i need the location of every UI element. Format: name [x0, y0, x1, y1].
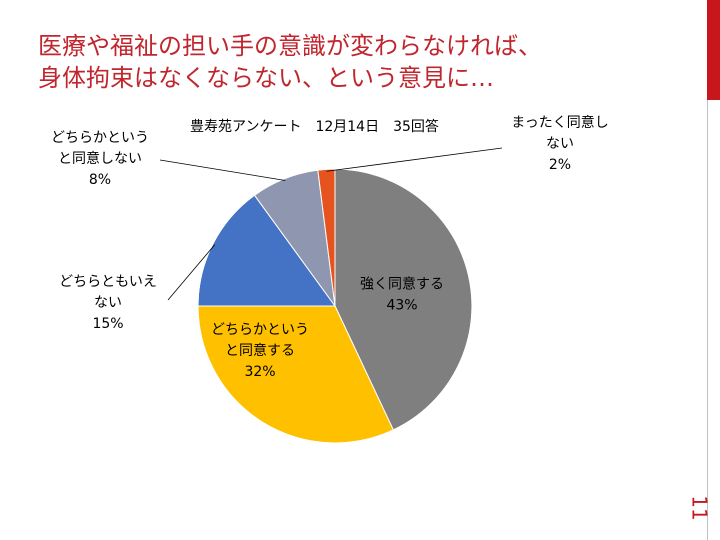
slice-label: どちらかというと同意しない 8%	[51, 130, 149, 188]
leader-line	[167, 244, 216, 301]
slice-labels: 強く同意する 43% どちらかというと同意する 32% どちらともいえない 15% どちらか…	[51, 114, 609, 380]
chart-title: 豊寿苑アンケート 12月14日 35回答	[190, 119, 439, 135]
pie-slices	[197, 168, 473, 444]
slice-label: 強く同意する 43%	[360, 276, 444, 314]
page-number: 11	[687, 495, 712, 521]
slide-title-line-2: 身体拘束はなくならない、という意見に…	[38, 64, 494, 92]
slide-edge-line	[707, 100, 708, 540]
leader-lines	[159, 147, 503, 301]
slice-label: どちらともいえない 15%	[59, 274, 157, 332]
leader-line	[159, 159, 286, 181]
leader-line	[326, 147, 503, 172]
pie-outline	[197, 168, 473, 444]
accent-bar	[707, 0, 720, 100]
slide-title-line-1: 医療や福祉の担い手の意識が変わらなければ、	[38, 32, 542, 60]
slide-title: 医療や福祉の担い手の意識が変わらなければ、 身体拘束はなくならない、という意見に…	[38, 30, 678, 94]
slice-label: どちらかというと同意する 32%	[211, 322, 309, 380]
slice-label: まったく同意しない 2%	[511, 114, 608, 173]
